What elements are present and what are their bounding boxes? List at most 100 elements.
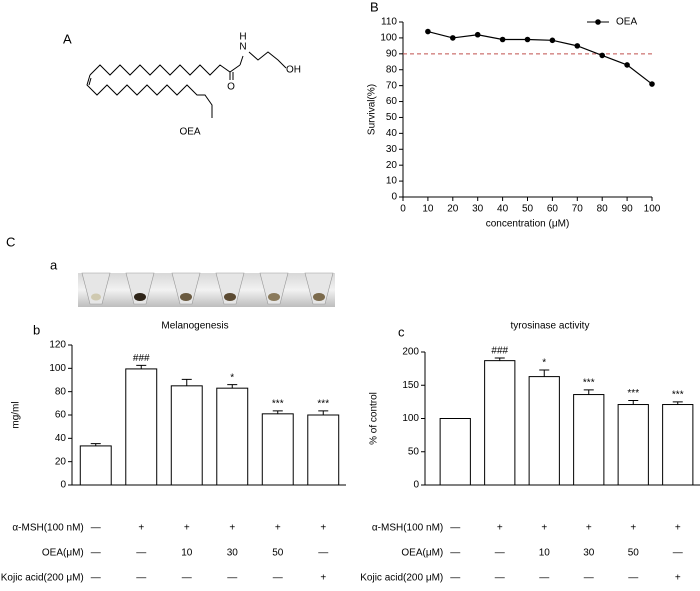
significance: ### (491, 346, 508, 357)
treatment-cell: — (450, 573, 460, 584)
treatment-cell: + (586, 523, 592, 534)
x-tick-label: 40 (497, 204, 509, 215)
y-axis-label: Survival(%) (367, 84, 378, 135)
bar (662, 404, 694, 486)
y-tick-label: 80 (386, 64, 398, 75)
treatment-cell: — (136, 548, 146, 559)
significance: *** (583, 378, 595, 389)
treatment-cell: + (229, 523, 235, 534)
point (499, 36, 506, 43)
bar (261, 413, 294, 486)
bar (125, 368, 158, 486)
treatment-cell: — (495, 548, 505, 559)
tube-photo (78, 272, 335, 307)
error-bar (628, 400, 639, 405)
y-tick-label: 10 (386, 176, 398, 187)
treatment-cell: — (495, 573, 505, 584)
bar (79, 445, 112, 486)
treatment-cell: + (541, 523, 547, 534)
significance: *** (627, 388, 639, 399)
atom-label: N (239, 42, 246, 53)
bar (484, 360, 516, 486)
significance: * (230, 372, 234, 383)
bar (439, 418, 471, 486)
panel-label: B (370, 0, 379, 14)
y-tick-label: 0 (413, 480, 419, 491)
bar (307, 414, 340, 486)
error-bar (539, 369, 550, 377)
treatment-cell: — (628, 573, 638, 584)
atom-label: H (239, 32, 246, 43)
treatment-cell: — (227, 573, 237, 584)
error-bar (227, 384, 238, 389)
point (574, 43, 581, 49)
treatment-cell: 50 (272, 548, 284, 559)
treatment-cell: — (539, 573, 549, 584)
bar (528, 376, 560, 486)
y-tick-label: 60 (55, 410, 67, 421)
x-tick-label: 20 (447, 204, 459, 215)
point (649, 81, 655, 87)
error-bar (136, 364, 147, 369)
significance: *** (272, 399, 284, 410)
bar (617, 404, 649, 486)
compound-name: OEA (179, 127, 200, 138)
error-bar (272, 410, 283, 414)
treatment-cell: 50 (628, 548, 640, 559)
x-tick-label: 30 (472, 204, 484, 215)
treatment-cell: + (320, 523, 326, 534)
atom-label: O (227, 82, 235, 93)
significance: * (542, 358, 546, 369)
y-tick-label: 150 (402, 380, 419, 391)
point (599, 52, 605, 59)
treatment-cell: — (273, 573, 283, 584)
treatment-label: α-MSH(100 nM) (12, 523, 83, 534)
treatment-cell: — (450, 523, 460, 534)
treatment-cell: 30 (227, 548, 239, 559)
x-tick-label: 80 (597, 204, 609, 215)
y-tick-label: 120 (49, 340, 66, 351)
panel-label: a (50, 257, 58, 272)
legend-marker (595, 19, 601, 25)
treatment-cell: 10 (539, 548, 551, 559)
x-tick-label: 60 (547, 204, 559, 215)
treatment-cell: — (584, 573, 594, 584)
treatment-label: α-MSH(100 nM) (372, 523, 443, 534)
y-tick-label: 40 (55, 433, 67, 444)
error-bar (494, 357, 505, 361)
significance: *** (672, 390, 684, 401)
treatment-cell: + (675, 523, 681, 534)
y-tick-label: 60 (386, 96, 398, 107)
x-tick-label: 10 (422, 204, 434, 215)
y-tick-label: 100 (402, 413, 419, 424)
treatment-label: Kojic acid(200 μM) (1, 573, 84, 584)
significance: ### (133, 353, 150, 364)
bar (573, 394, 605, 486)
atom-label: OH (286, 65, 301, 76)
chart-title: tyrosinase activity (511, 321, 590, 332)
y-tick-label: 80 (55, 386, 67, 397)
y-tick-label: 20 (386, 160, 398, 171)
treatment-cell: 10 (181, 548, 193, 559)
x-axis-label: concentration (μM) (486, 219, 570, 230)
treatment-cell: — (91, 548, 101, 559)
x-tick-label: 90 (622, 204, 634, 215)
point (450, 35, 456, 41)
axis (402, 22, 652, 198)
treatment-cell: — (91, 523, 101, 534)
y-tick-label: 200 (402, 347, 419, 358)
treatment-cell: — (450, 548, 460, 559)
error-bar (90, 443, 101, 446)
y-axis-label: mg/ml (11, 401, 22, 428)
y-tick-label: 100 (49, 363, 66, 374)
x-tick-label: 0 (400, 204, 406, 215)
y-tick-label: 0 (60, 480, 66, 491)
treatment-cell: — (136, 573, 146, 584)
treatment-cell: + (675, 573, 681, 584)
x-tick-label: 50 (522, 204, 534, 215)
x-tick-label: 100 (644, 204, 661, 215)
panel-label: C (6, 234, 15, 249)
axis (71, 345, 346, 486)
treatment-cell: + (184, 523, 190, 534)
